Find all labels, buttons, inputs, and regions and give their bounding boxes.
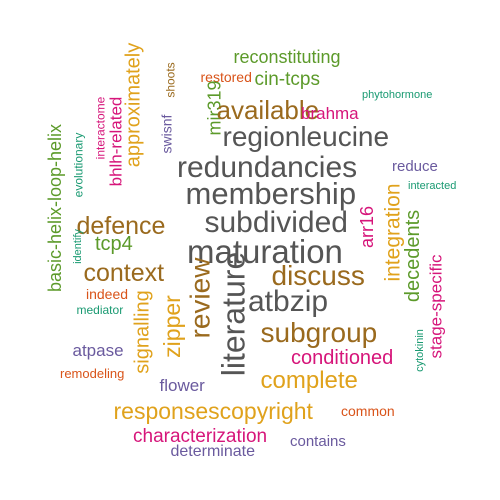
word-bhlh-related: bhlh-related (106, 96, 126, 186)
word-membership: membership (185, 175, 357, 211)
word-brahma: brahma (301, 103, 359, 123)
word-determinate: determinate (170, 443, 256, 460)
word-restored: restored (200, 69, 252, 85)
word-tcp4: tcp4 (95, 233, 133, 255)
word-subdivided: subdivided (204, 206, 348, 239)
word-subgroup: subgroup (260, 317, 378, 348)
word-integration: integration (381, 182, 405, 282)
word-approximately: approximately (121, 42, 144, 168)
word-available: available (216, 95, 320, 125)
word-basic-helix-loop-helix: basic-helix-loop-helix (45, 123, 66, 293)
word-swisnf: swisnf (157, 114, 174, 154)
word-discuss: discuss (271, 260, 365, 291)
word-decedents: decedents (402, 209, 425, 303)
word-reduce: reduce (392, 157, 438, 175)
word-atbzip: atbzip (248, 285, 329, 318)
word-interacted: interacted (408, 179, 457, 192)
word-context: context (83, 258, 165, 287)
word-phytohormone: phytohormone (362, 88, 433, 101)
word-cytokinin: cytokinin (413, 328, 426, 372)
word-defence: defence (76, 211, 166, 240)
word-conditioned: conditioned (291, 347, 394, 369)
word-cin-tcps: cin-tcps (254, 68, 320, 90)
word-shoots: shoots (163, 62, 178, 98)
word-interactome: interactome (92, 96, 107, 160)
word-redundancies: redundancies (177, 151, 358, 184)
word-mediator: mediator (76, 303, 124, 317)
word-complete: complete (260, 367, 358, 394)
word-stage-specific: stage-specific (426, 254, 446, 358)
word-identify: identify (71, 228, 84, 264)
word-remodeling: remodeling (60, 365, 125, 381)
word-indeed: indeed (86, 286, 129, 302)
word-contains: contains (290, 432, 346, 450)
word-flower: flower (159, 375, 205, 395)
word-regionleucine: regionleucine (222, 121, 390, 152)
word-maturation: maturation (187, 232, 343, 270)
word-signalling: signalling (131, 290, 154, 374)
word-evolutionary: evolutionary (70, 132, 85, 198)
word-reconstituting: reconstituting (233, 47, 341, 67)
word-characterization: characterization (133, 425, 268, 447)
word-review: review (183, 257, 215, 339)
word-atpase: atpase (72, 340, 124, 360)
word-responsescopyright: responsescopyright (113, 397, 313, 424)
word-common: common (341, 403, 395, 419)
word-literature: literature (214, 251, 251, 377)
word-zipper: zipper (158, 294, 185, 358)
word-arr16: arr16 (357, 205, 378, 249)
